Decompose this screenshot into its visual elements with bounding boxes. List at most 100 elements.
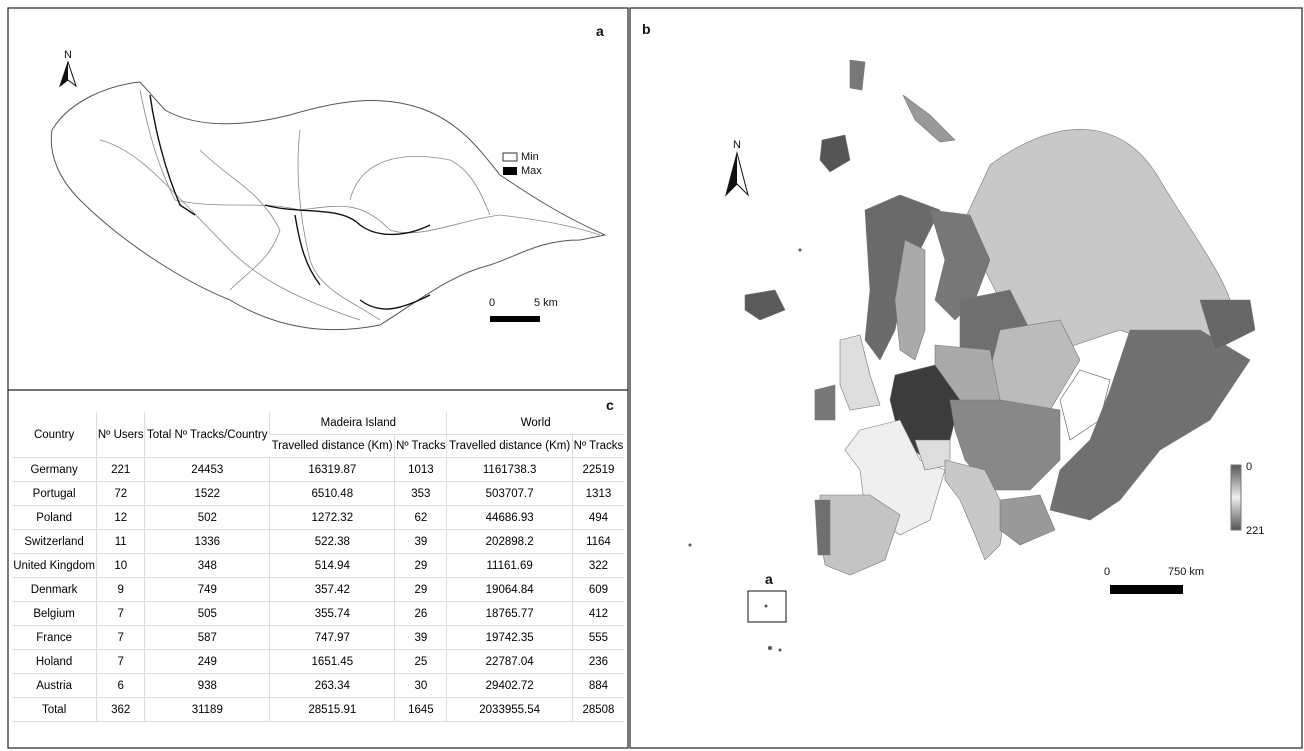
table-cell: 2033955.54 [447, 698, 573, 722]
legend-swatch-min [503, 153, 517, 161]
table-cell: 555 [572, 626, 624, 650]
table-cell: 502 [145, 506, 270, 530]
table-cell: 39 [395, 530, 447, 554]
table-cell: 28508 [572, 698, 624, 722]
table-cell: 587 [145, 626, 270, 650]
table-cell: 18765.77 [447, 602, 573, 626]
table-cell: 7 [97, 650, 145, 674]
north-label: N [733, 139, 741, 151]
legend-bottom: 221 [1246, 525, 1264, 537]
table-cell: Total [12, 698, 97, 722]
table-cell: 1272.32 [270, 506, 395, 530]
legend-swatch-max [503, 167, 517, 175]
table-cell: 7 [97, 626, 145, 650]
header-cell: Nº Tracks [572, 435, 624, 458]
table-cell: 31189 [145, 698, 270, 722]
table-cell: Holand [12, 650, 97, 674]
panel-label: a [596, 23, 604, 39]
header-cell: Country [12, 412, 97, 458]
table-cell: 1164 [572, 530, 624, 554]
figure: a N Min Max 0 5 km c b N [0, 0, 1304, 751]
table-cell: 11161.69 [447, 554, 573, 578]
table-cell: 494 [572, 506, 624, 530]
countries [745, 60, 1255, 575]
table-cell: 503707.7 [447, 482, 573, 506]
table-cell: 6 [97, 674, 145, 698]
table-cell: 30 [395, 674, 447, 698]
scale-bar [490, 316, 540, 322]
legend-top: 0 [1246, 461, 1252, 473]
table-cell: 19064.84 [447, 578, 573, 602]
table-row: Denmark9749357.422919064.84609 [12, 578, 624, 602]
table-cell: 749 [145, 578, 270, 602]
table-cell: 11 [97, 530, 145, 554]
table-cell: 29 [395, 578, 447, 602]
table-cell: 412 [572, 602, 624, 626]
table-cell: 10 [97, 554, 145, 578]
panel-label: c [606, 397, 614, 413]
table-cell: 514.94 [270, 554, 395, 578]
table-cell: 22519 [572, 458, 624, 482]
table-cell: Belgium [12, 602, 97, 626]
table-cell: 62 [395, 506, 447, 530]
table-cell: 322 [572, 554, 624, 578]
scale-start: 0 [1104, 566, 1110, 578]
header-cell: Travelled distance (Km) [447, 435, 573, 458]
table-cell: Denmark [12, 578, 97, 602]
scale-end: 750 km [1168, 566, 1204, 578]
scale-bar [1110, 585, 1183, 594]
north-label: N [64, 49, 72, 61]
header-cell: Nº Tracks [395, 435, 447, 458]
table-cell: 1651.45 [270, 650, 395, 674]
table-cell: France [12, 626, 97, 650]
table-cell: 44686.93 [447, 506, 573, 530]
table-cell: 357.42 [270, 578, 395, 602]
table-cell: 355.74 [270, 602, 395, 626]
table-cell: 9 [97, 578, 145, 602]
table-cell: 522.38 [270, 530, 395, 554]
table-cell: 39 [395, 626, 447, 650]
table-cell: 6510.48 [270, 482, 395, 506]
table-cell: Poland [12, 506, 97, 530]
table-cell: Portugal [12, 482, 97, 506]
table-cell: 202898.2 [447, 530, 573, 554]
table-cell: 12 [97, 506, 145, 530]
table-cell: Switzerland [12, 530, 97, 554]
table-cell: 1161738.3 [447, 458, 573, 482]
table-cell: 249 [145, 650, 270, 674]
island-outline [51, 82, 605, 330]
table-cell: 1013 [395, 458, 447, 482]
table-cell: 22787.04 [447, 650, 573, 674]
table-cell: 221 [97, 458, 145, 482]
table-cell: 353 [395, 482, 447, 506]
table-cell: 1645 [395, 698, 447, 722]
table-cell: 7 [97, 602, 145, 626]
table-cell: 263.34 [270, 674, 395, 698]
table-cell: 16319.87 [270, 458, 395, 482]
header-cell: Total Nº Tracks/Country [145, 412, 270, 458]
table-cell: 1522 [145, 482, 270, 506]
table-cell: 348 [145, 554, 270, 578]
legend-max: Max [521, 165, 542, 177]
table-cell: 1336 [145, 530, 270, 554]
table-cell: 28515.91 [270, 698, 395, 722]
table-cell: 884 [572, 674, 624, 698]
table-cell: 236 [572, 650, 624, 674]
table-cell: 1313 [572, 482, 624, 506]
header-cell: Travelled distance (Km) [270, 435, 395, 458]
table-cell: 29402.72 [447, 674, 573, 698]
table-cell: 24453 [145, 458, 270, 482]
table-cell: United Kingdom [12, 554, 97, 578]
table-cell: 362 [97, 698, 145, 722]
table-cell: 29 [395, 554, 447, 578]
legend-gradient [1231, 465, 1241, 530]
table-cell: 747.97 [270, 626, 395, 650]
